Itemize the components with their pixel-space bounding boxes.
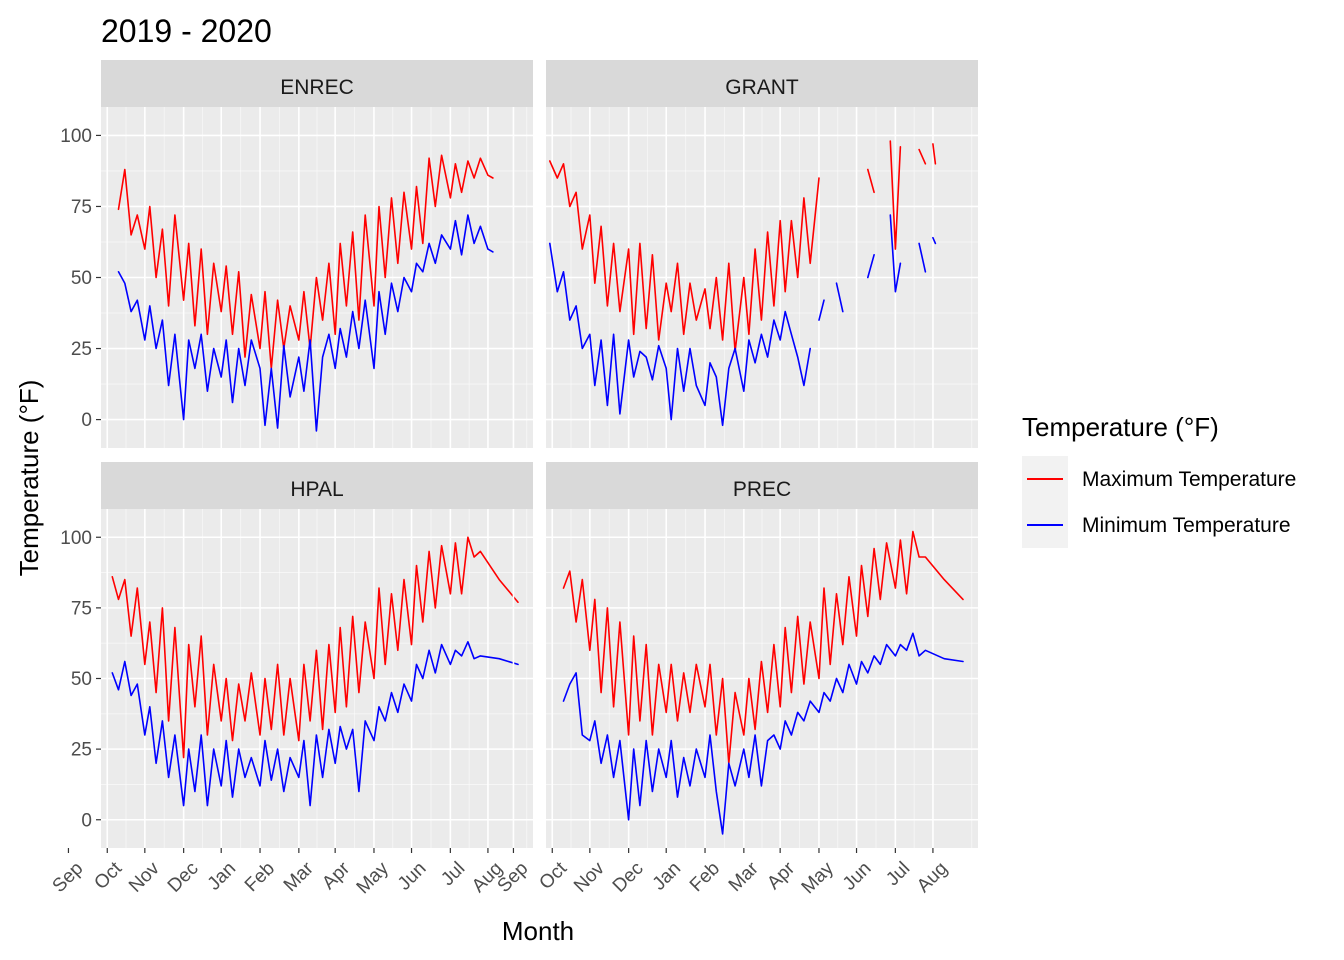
series-line-min-hpal xyxy=(111,641,519,807)
facet-strip xyxy=(101,462,533,509)
x-tick-label: Jan xyxy=(204,858,241,895)
chart-title: 2019 - 2020 xyxy=(101,13,272,49)
series-line-max-grant xyxy=(549,140,937,353)
x-tick-label: Sep xyxy=(494,858,533,897)
series-line-min-grant xyxy=(549,214,937,427)
facet-strip xyxy=(546,462,978,509)
x-tick-label: Mar xyxy=(280,858,318,896)
y-tick-label: 25 xyxy=(71,740,92,761)
facet-strip-label: GRANT xyxy=(725,76,799,99)
x-axis-title: Month xyxy=(502,916,574,946)
facet-strip xyxy=(101,60,533,107)
x-tick-label: May xyxy=(353,858,394,899)
legend-title: Temperature (°F) xyxy=(1022,412,1219,442)
facet-strip-label: HPAL xyxy=(290,478,343,501)
x-tick-label: Jun xyxy=(394,858,431,895)
y-tick-label: 100 xyxy=(60,126,92,147)
x-tick-label: Apr xyxy=(318,858,354,894)
x-tick-label: Dec xyxy=(164,858,203,897)
y-tick-label: 75 xyxy=(71,598,92,619)
x-tick-label: Apr xyxy=(763,858,799,894)
x-tick-label: Aug xyxy=(913,858,952,897)
y-tick-label: 0 xyxy=(81,810,92,831)
facet-strip-label: ENREC xyxy=(280,76,354,99)
x-tick-label: Oct xyxy=(535,858,571,894)
x-tick-label: Nov xyxy=(570,858,609,897)
series-line-max-enrec xyxy=(117,154,494,370)
y-tick-label: 25 xyxy=(71,339,92,360)
panel-grant: GRANT xyxy=(512,60,978,448)
y-tick-label: 100 xyxy=(60,528,92,549)
y-tick-label: 0 xyxy=(81,410,92,431)
legend-label-max: Maximum Temperature xyxy=(1082,468,1296,491)
x-tick-label: Jan xyxy=(649,858,686,895)
y-tick-label: 50 xyxy=(71,268,92,289)
legend: Temperature (°F) Maximum Temperature Min… xyxy=(1022,412,1296,548)
facet-strip-label: PREC xyxy=(733,478,791,501)
y-tick-label: 75 xyxy=(71,197,92,218)
x-tick-label: Sep xyxy=(49,858,88,897)
x-tick-label: Feb xyxy=(686,858,724,896)
y-axis-title: Temperature (°F) xyxy=(14,380,44,577)
x-tick-label: Mar xyxy=(725,858,763,896)
y-tick-label: 50 xyxy=(71,669,92,690)
legend-label-min: Minimum Temperature xyxy=(1082,514,1291,537)
panel-enrec: ENREC 0 25 50 75 100 xyxy=(60,60,533,448)
x-tick-label: Jul xyxy=(437,858,469,890)
series-line-min-prec xyxy=(562,632,964,835)
series-line-max-hpal xyxy=(111,536,519,759)
x-tick-label: Oct xyxy=(90,858,126,894)
facet-strip xyxy=(546,60,978,107)
x-tick-label: Nov xyxy=(125,858,164,897)
series-line-min-enrec xyxy=(117,214,494,432)
x-tick-label: May xyxy=(798,858,839,899)
x-tick-label: Jun xyxy=(839,858,876,895)
x-tick-label: Jul xyxy=(882,858,914,890)
series-line-max-prec xyxy=(562,530,964,765)
x-tick-label: Dec xyxy=(609,858,648,897)
x-tick-label: Feb xyxy=(241,858,279,896)
